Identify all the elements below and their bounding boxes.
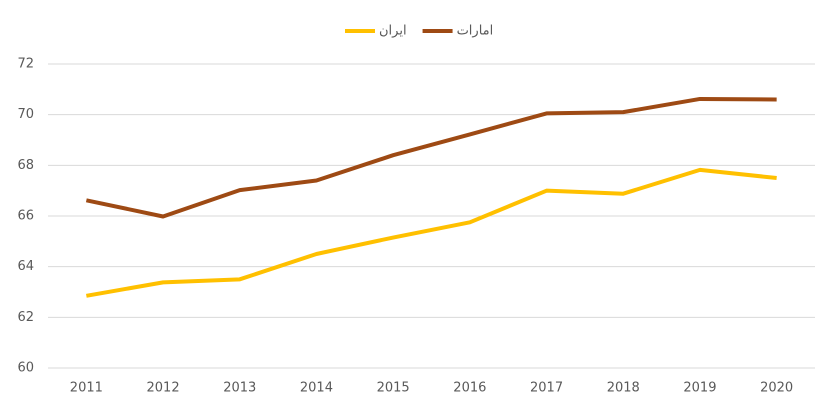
y-tick-label: 68	[17, 158, 34, 173]
line-series	[85, 96, 777, 219]
y-tick-label: 72	[17, 57, 34, 72]
x-tick-label: 2016	[453, 381, 486, 396]
x-tick-label: 2011	[70, 381, 103, 396]
x-tick-label: 2019	[683, 381, 716, 396]
y-tick-label: 66	[17, 209, 34, 224]
x-tick-label: 2014	[300, 381, 333, 396]
x-tick-label: 2017	[530, 381, 563, 396]
x-tick-label: 2015	[377, 381, 410, 396]
legend-label: ایران	[379, 24, 407, 39]
legend-label: امارات	[457, 24, 494, 39]
y-tick-label: 70	[17, 107, 34, 122]
y-tick-label: 60	[17, 361, 34, 376]
x-tick-label: 2013	[223, 381, 256, 396]
x-tick-label: 2012	[147, 381, 180, 396]
x-tick-label: 2018	[607, 381, 640, 396]
line-series	[86, 167, 777, 298]
x-tick-label: 2020	[760, 381, 793, 396]
y-tick-label: 62	[17, 310, 34, 325]
y-tick-label: 64	[17, 259, 34, 274]
